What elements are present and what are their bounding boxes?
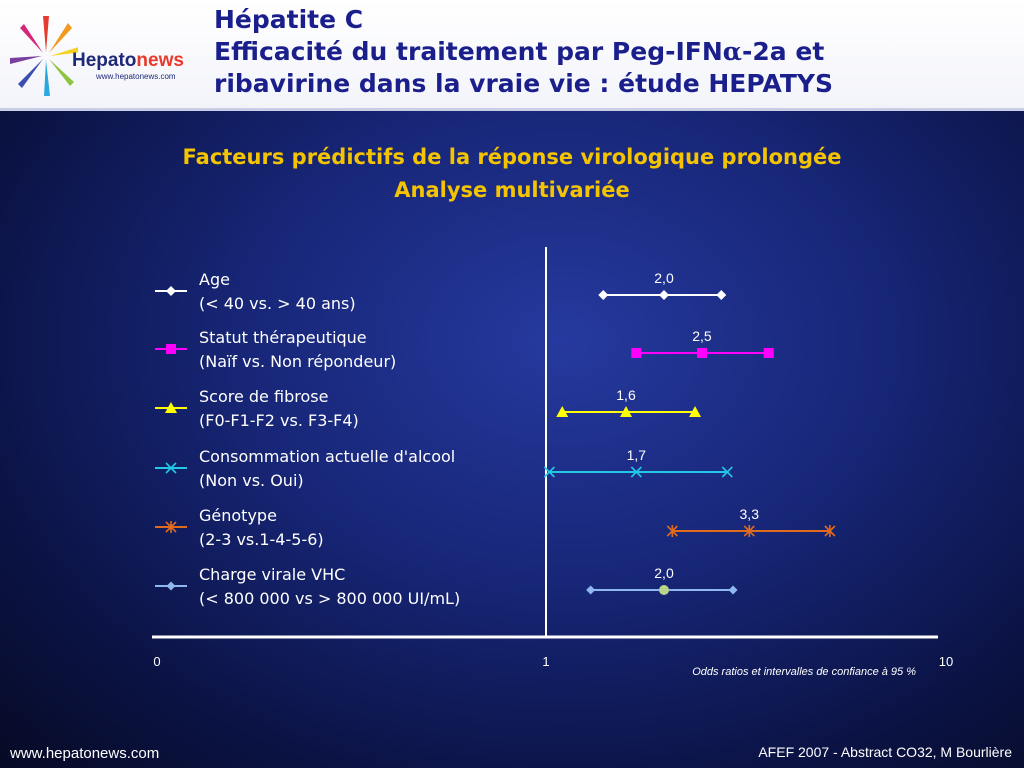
header: Hepatonews www.hepatonews.com Hépatite C… [0,0,1024,111]
row-label: Charge virale VHC [199,565,345,584]
row-label: Score de fibrose [199,387,328,406]
x-tick-label: 10 [939,654,953,669]
footer-citation: AFEF 2007 - Abstract CO32, M Bourlière [758,744,1012,760]
or-value-label: 3,3 [740,506,760,522]
row-sublabel: (2-3 vs.1-4-5-6) [199,530,324,549]
ci-upper-marker [763,348,774,358]
ci-upper-marker [824,525,836,537]
ci-upper-marker [728,585,738,595]
or-point [620,406,633,417]
logo-url: www.hepatonews.com [96,72,176,81]
logo-name: Hepatonews [72,50,184,71]
legend-swatch-marker [166,344,176,354]
row-sublabel: (< 40 vs. > 40 ans) [199,294,356,313]
ci-lower-marker [631,348,642,358]
forest-plot: 0 1 10 Odds ratios et intervalles de confia… [152,247,953,678]
title-line-2: Efficacité du traitement par Peg-IFNα-2a… [214,37,825,66]
title-line-1: Hépatite C [214,5,364,34]
footer-url: www.hepatonews.com [10,745,160,762]
ci-upper-marker [721,466,733,478]
ci-upper-marker [689,406,702,417]
ci-upper-marker [716,290,727,300]
ci-lower-marker [543,466,555,478]
or-value-label: 2,0 [654,270,674,286]
legend-swatch-marker [166,286,176,296]
row-label: Consommation actuelle d'alcool [199,447,455,466]
page-title: Hépatite C Efficacité du traitement par … [214,4,833,100]
slide-body: Facteurs prédictifs de la réponse virolo… [0,111,1024,768]
title-line-3: ribavirine dans la vraie vie : étude HEP… [214,69,833,98]
row-sublabel: (< 800 000 vs > 800 000 UI/mL) [199,589,460,608]
or-value-label: 2,5 [692,328,712,344]
row-label: Age [199,270,230,289]
axis-note: Odds ratios et intervalles de confiance … [692,666,916,678]
legend-swatch-marker [165,462,177,474]
or-point [743,525,755,537]
x-tick-label: 0 [153,654,160,669]
row-label: Statut thérapeutique [199,328,367,347]
ci-lower-marker [666,525,678,537]
or-value-label: 1,6 [616,387,636,403]
or-point [696,348,707,358]
or-point [659,290,670,300]
x-tick-label: 1 [542,654,549,669]
or-point [630,466,642,478]
or-point [659,585,670,595]
legend-swatch-marker [165,402,177,413]
row-label: Génotype [199,506,277,525]
row-sublabel: (Non vs. Oui) [199,471,304,490]
legend-swatch-marker [165,521,177,533]
or-value-label: 1,7 [627,447,647,463]
ci-lower-marker [586,585,596,595]
chart-subtitle-2: Analyse multivariée [394,178,630,202]
or-value-label: 2,0 [654,565,674,581]
legend-swatch-marker [166,581,176,591]
logo-star-icon [10,16,78,96]
ci-lower-marker [598,290,609,300]
hepatonews-logo: Hepatonews www.hepatonews.com [8,10,198,100]
row-sublabel: (F0-F1-F2 vs. F3-F4) [199,411,359,430]
row-sublabel: (Naïf vs. Non répondeur) [199,352,396,371]
chart-subtitle-1: Facteurs prédictifs de la réponse virolo… [182,145,842,169]
ci-lower-marker [556,406,569,417]
